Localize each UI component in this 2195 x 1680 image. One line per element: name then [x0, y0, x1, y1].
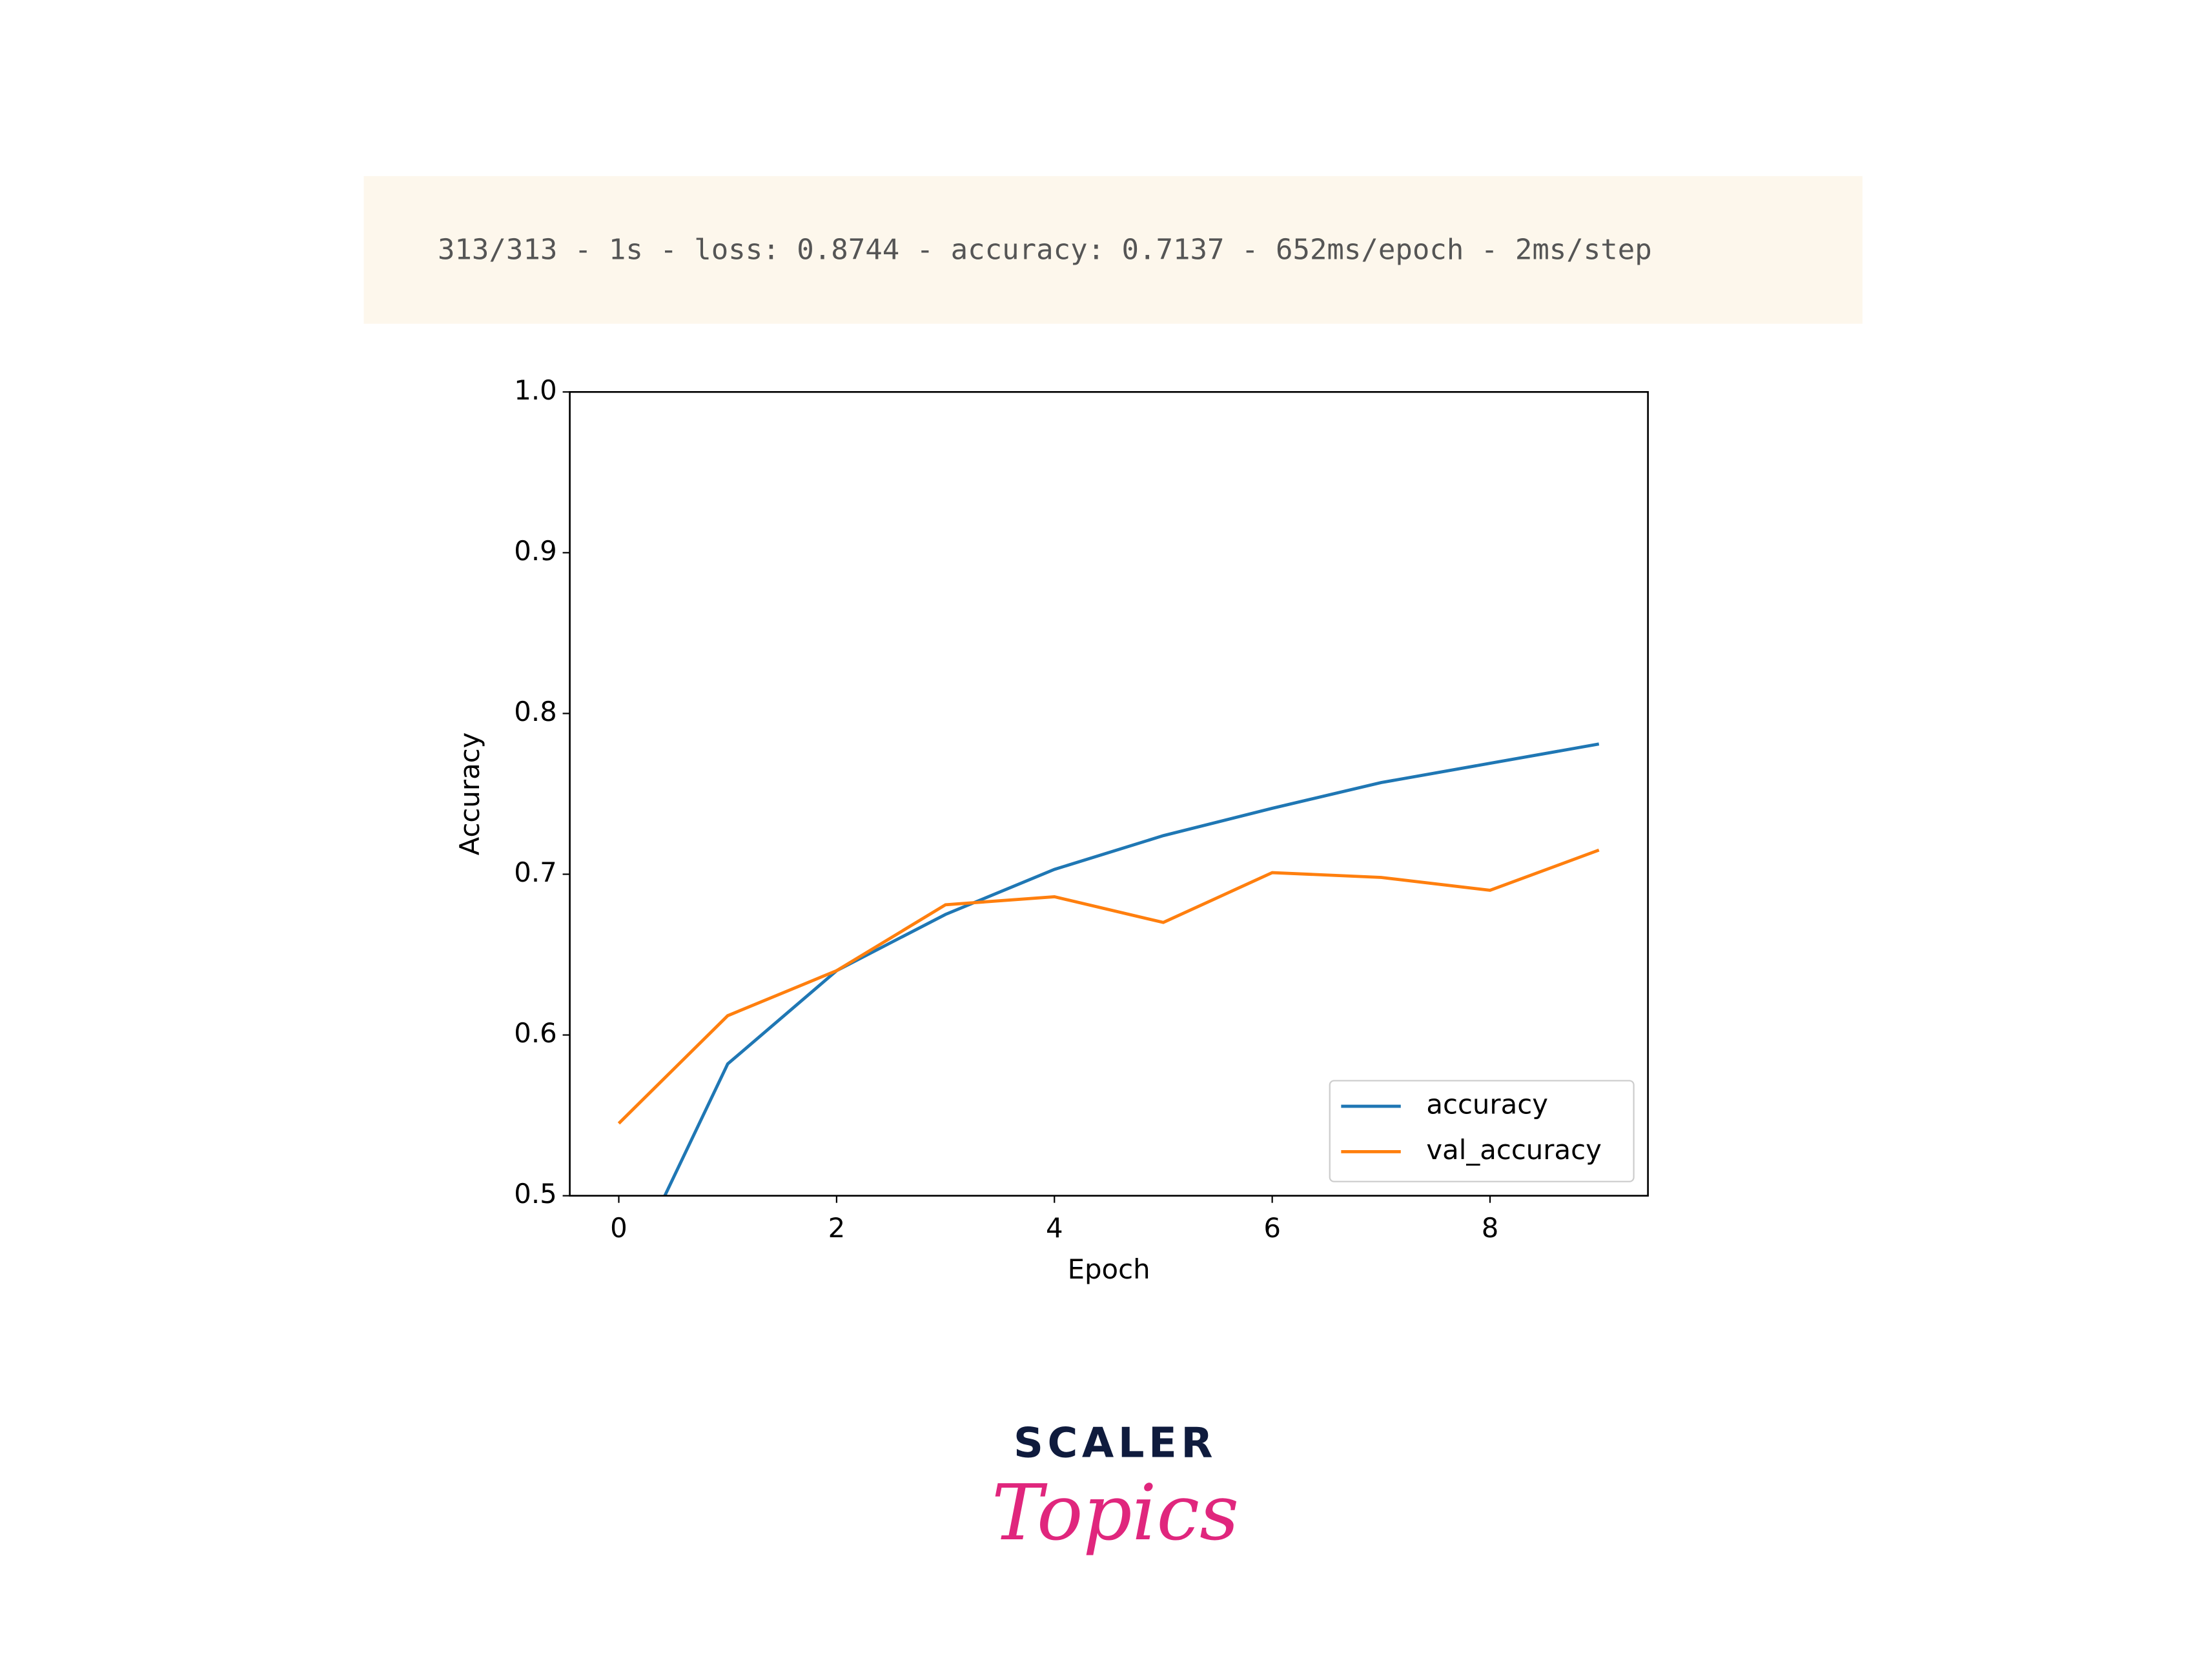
y-tick-label: 0.5: [514, 1178, 556, 1209]
plot-frame: [569, 390, 1649, 1197]
x-tick-label: 4: [1046, 1212, 1063, 1244]
y-tick-label: 1.0: [514, 374, 556, 406]
legend-box: [1329, 1080, 1635, 1182]
x-tick-label: 0: [610, 1212, 628, 1244]
legend-label: val_accuracy: [1426, 1134, 1601, 1166]
x-axis-label: Epoch: [1068, 1253, 1150, 1285]
series-line: [663, 742, 1600, 1196]
x-tick-label: 2: [828, 1212, 846, 1244]
legend: accuracy val_accuracy: [1329, 1080, 1635, 1182]
console-box: [363, 176, 1863, 324]
console-text: 313/313 - 1s - loss: 0.8744 - accuracy: …: [438, 233, 1652, 266]
series-line: [617, 848, 1600, 1125]
x-tick-label: 6: [1263, 1212, 1281, 1244]
chart: 0.5 0.6 0.7 0.8 0.9 1.0 0 2 4 6 8 Epoch Accuracy accu…: [454, 374, 1649, 1285]
legend-label: accuracy: [1426, 1089, 1548, 1120]
y-tick-label: 0.8: [514, 696, 556, 727]
logo-brand: SCALER: [1014, 1420, 1217, 1468]
y-tick-label: 0.7: [514, 856, 556, 888]
x-tick-label: 8: [1482, 1212, 1499, 1244]
y-tick-label: 0.9: [514, 535, 556, 567]
y-axis-label: Accuracy: [454, 733, 485, 856]
logo-sub: Topics: [992, 1469, 1239, 1558]
y-tick-label: 0.6: [514, 1017, 556, 1049]
